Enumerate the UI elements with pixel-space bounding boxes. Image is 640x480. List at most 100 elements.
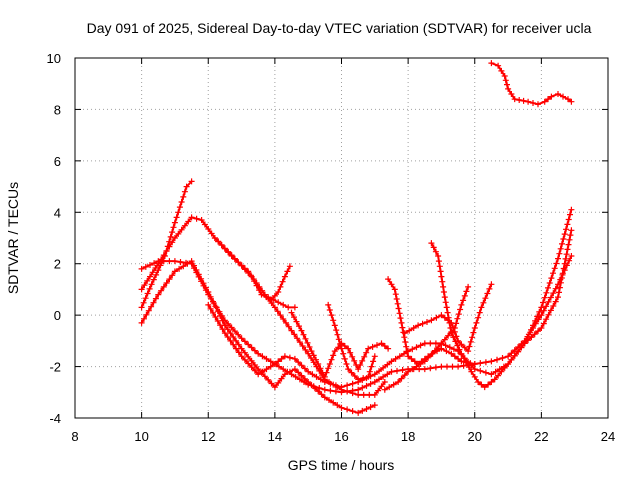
data-point-marker (568, 206, 575, 213)
data-point-marker (458, 350, 465, 357)
data-point-marker (169, 229, 176, 236)
data-point-marker (371, 371, 378, 378)
data-point-marker (251, 347, 258, 354)
data-point-marker (413, 363, 420, 370)
series-arc-d (138, 258, 378, 416)
data-point-marker (538, 325, 545, 331)
data-point-marker (285, 304, 292, 311)
data-point-marker (298, 327, 305, 334)
data-point-marker (463, 359, 470, 366)
data-point-marker (404, 348, 411, 355)
data-point-marker (180, 193, 187, 200)
data-point-marker (235, 331, 242, 338)
data-point-marker (325, 365, 332, 372)
data-point-marker (217, 322, 224, 329)
data-point-marker (401, 372, 408, 379)
data-point-marker (441, 294, 448, 301)
data-point-marker (251, 367, 258, 374)
data-point-marker (274, 308, 281, 315)
x-tick-label: 12 (201, 429, 215, 444)
data-point-marker (321, 373, 328, 380)
data-point-marker (212, 303, 219, 310)
data-point-marker (341, 355, 348, 362)
data-point-marker (227, 330, 234, 337)
data-point-marker (406, 327, 413, 334)
data-point-marker (511, 96, 518, 103)
data-point-marker (376, 368, 382, 375)
data-point-marker (218, 241, 225, 248)
data-point-marker (480, 299, 487, 306)
data-point-marker (550, 270, 556, 277)
data-point-marker (475, 379, 482, 385)
y-axis-label: SDTVAR / TECUs (5, 182, 21, 294)
data-point-marker (396, 310, 403, 317)
series-line (207, 208, 573, 389)
data-point-marker (443, 348, 450, 355)
data-point-marker (185, 218, 192, 225)
data-point-marker (277, 283, 284, 290)
data-point-marker (454, 342, 461, 349)
data-point-marker (286, 368, 293, 375)
data-point-marker (181, 222, 188, 229)
data-point-marker (428, 351, 435, 358)
data-point-marker (471, 361, 478, 367)
data-point-marker (211, 235, 218, 241)
data-point-marker (525, 98, 532, 105)
data-point-marker (160, 283, 167, 290)
data-point-marker (441, 336, 448, 343)
data-point-marker (295, 369, 302, 376)
data-point-marker (438, 273, 445, 280)
data-point-marker (263, 355, 270, 362)
data-point-marker (381, 386, 388, 393)
data-point-marker (309, 371, 316, 378)
data-point-marker (488, 379, 495, 385)
data-point-marker (291, 304, 298, 311)
data-point-marker (315, 388, 322, 395)
data-point-marker (188, 258, 195, 265)
data-point-marker (207, 293, 214, 300)
data-point-marker (305, 350, 312, 357)
data-point-marker (173, 214, 180, 221)
data-point-marker (445, 317, 452, 324)
data-point-marker (143, 311, 150, 318)
data-point-marker (430, 244, 437, 251)
data-point-marker (169, 272, 176, 279)
data-point-marker (567, 232, 574, 239)
data-point-marker (359, 357, 366, 364)
data-point-marker (304, 339, 311, 346)
data-point-marker (253, 282, 260, 289)
y-tick-label: 4 (54, 205, 61, 220)
data-point-marker (335, 336, 342, 343)
data-point-marker (536, 308, 543, 315)
data-point-marker (450, 346, 457, 353)
data-point-marker (475, 314, 482, 321)
data-point-marker (446, 344, 453, 351)
data-point-marker (265, 294, 272, 301)
data-point-marker (235, 349, 242, 356)
data-point-marker (457, 306, 464, 313)
data-point-marker (340, 350, 347, 357)
data-point-marker (148, 303, 155, 310)
data-point-marker (534, 313, 541, 320)
data-point-marker (552, 298, 559, 305)
data-point-marker (560, 93, 566, 100)
data-point-marker (205, 226, 212, 232)
data-point-marker (294, 335, 301, 342)
data-point-marker (355, 386, 362, 393)
data-point-marker (238, 345, 245, 352)
data-point-marker (478, 304, 485, 311)
data-point-marker (543, 303, 550, 310)
data-point-marker (553, 260, 560, 267)
data-point-marker (251, 278, 258, 285)
data-point-marker (286, 354, 293, 361)
data-point-marker (520, 97, 527, 104)
data-point-marker (321, 379, 328, 385)
data-point-marker (349, 408, 356, 415)
y-tick-label: 0 (54, 308, 61, 323)
data-point-marker (317, 376, 324, 383)
data-point-marker (555, 91, 561, 97)
data-point-marker (334, 402, 341, 409)
data-point-marker (486, 285, 493, 292)
data-point-marker (532, 317, 539, 324)
data-point-marker (169, 239, 176, 246)
